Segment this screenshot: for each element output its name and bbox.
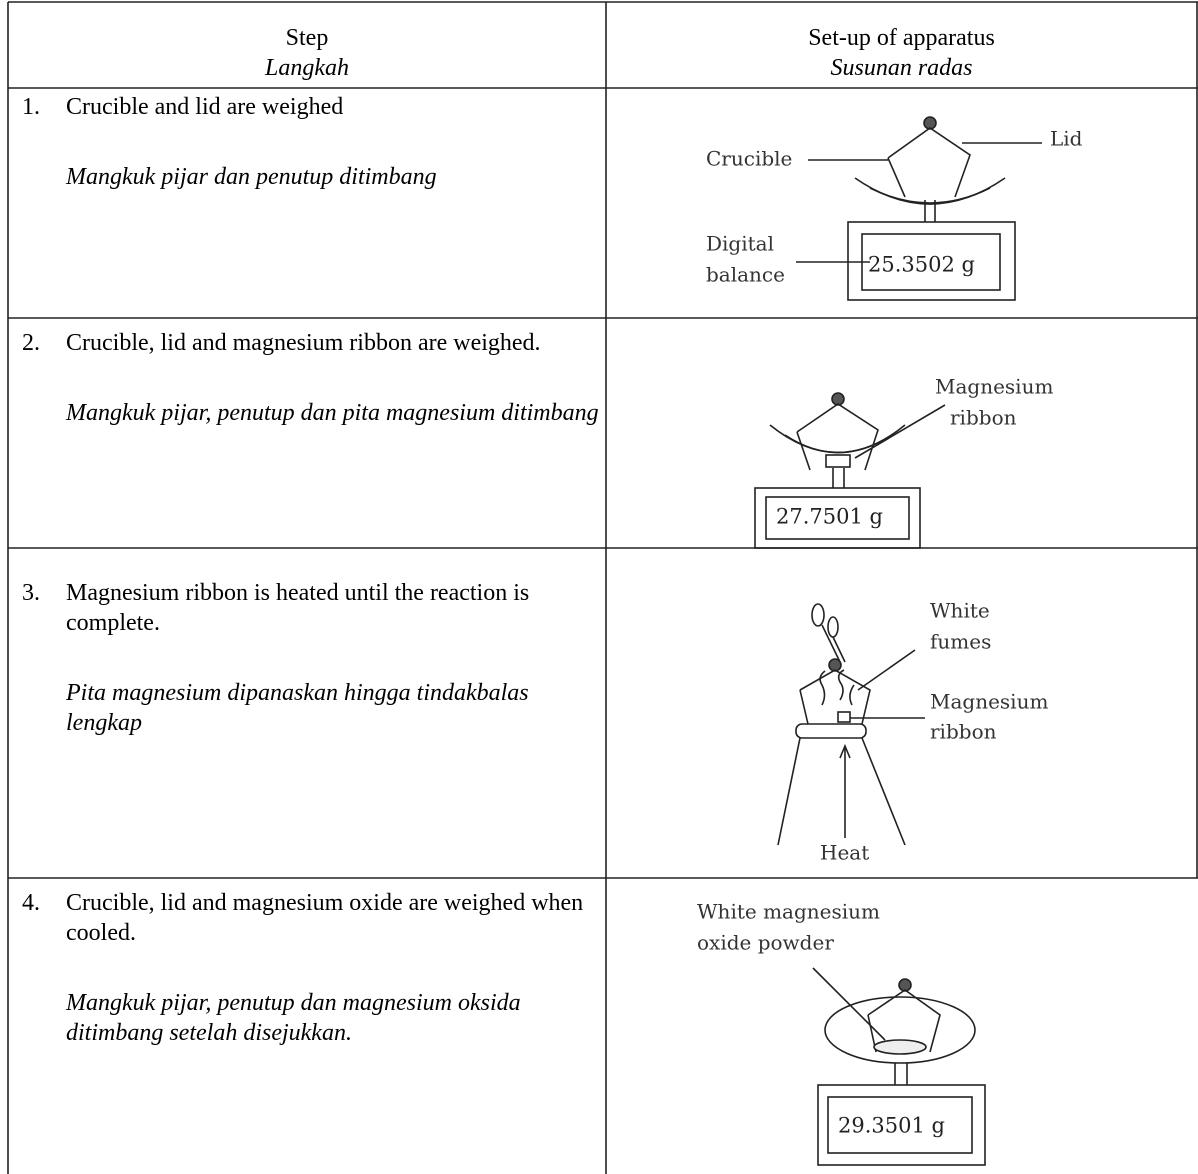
header-ms: Langkah (265, 55, 349, 81)
diagram-label: Magnesium (930, 690, 1048, 714)
step-ms: Mangkuk pijar, penutup dan magnesium oks… (66, 990, 521, 1046)
step-en: Crucible and lid are weighed (66, 94, 344, 120)
header-en: Set-up of apparatus (808, 25, 995, 51)
step-ms: Pita magnesium dipanaskan hingga tindakb… (66, 680, 529, 736)
step-en: Magnesium ribbon is heated until the rea… (66, 580, 530, 636)
step-number: 4. (22, 890, 40, 916)
diagram-1: Crucible Lid Digital balance 25.3502 g (706, 116, 1083, 301)
balance-reading: 29.3501 g (838, 1114, 945, 1138)
diagram-label: Digital (706, 232, 774, 256)
step-number: 1. (22, 94, 40, 120)
diagram-label: Crucible (706, 147, 792, 171)
step-en: Crucible, lid and magnesium oxide are we… (66, 890, 584, 946)
diagram-label: balance (706, 263, 785, 287)
diagram-label: White (930, 599, 990, 623)
step-ms: Mangkuk pijar dan penutup ditimbang (66, 164, 437, 190)
diagram-4: White magnesium oxide powder 29.3501 g (697, 900, 986, 1166)
diagram-label: Heat (820, 841, 869, 865)
step-text: Crucible, lid and magnesium oxide are we… (66, 888, 601, 1048)
header-cell: Set-up of apparatus Susunan radas (606, 23, 1197, 83)
diagram-label: oxide powder (697, 931, 834, 955)
header-en: Step (285, 25, 329, 51)
step-text: Magnesium ribbon is heated until the rea… (66, 578, 601, 738)
table-grid (7, 1, 1198, 1174)
header-ms: Susunan radas (830, 55, 973, 81)
step-ms: Mangkuk pijar, penutup dan pita magnesiu… (66, 400, 599, 426)
diagram-2: Magnesium ribbon 27.7501 g (754, 375, 1053, 549)
diagram-label: Lid (1050, 127, 1083, 151)
step-number: 3. (22, 580, 40, 606)
diagram-label: Magnesium (935, 375, 1053, 399)
step-text: Crucible, lid and magnesium ribbon are w… (66, 328, 601, 428)
step-en: Crucible, lid and magnesium ribbon are w… (66, 330, 541, 356)
step-text: Crucible and lid are weighed Mangkuk pij… (66, 92, 601, 192)
diagram-label: ribbon (930, 720, 997, 744)
header-cell: Step Langkah (8, 23, 606, 83)
diagram-label: ribbon (950, 406, 1017, 430)
balance-reading: 25.3502 g (868, 253, 975, 277)
diagram-label: White magnesium (697, 900, 880, 924)
step-number: 2. (22, 330, 40, 356)
balance-reading: 27.7501 g (776, 505, 883, 529)
diagram-label: fumes (930, 630, 991, 654)
diagram-3: White fumes Magnesium ribbon Heat (777, 599, 1048, 865)
